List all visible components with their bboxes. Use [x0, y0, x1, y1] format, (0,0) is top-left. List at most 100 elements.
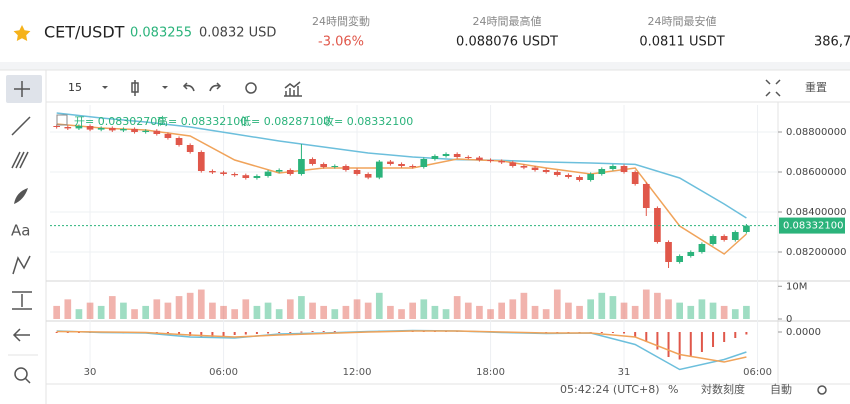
candle-body	[498, 161, 505, 163]
macd-bar	[278, 332, 281, 333]
macd-bar	[656, 332, 659, 350]
zoom-handle	[24, 377, 31, 384]
volume-bar	[553, 289, 561, 319]
legend-open: 开= 0.08302700	[74, 115, 164, 128]
zoom-tool[interactable]	[14, 367, 28, 381]
y-tick-label: 0.08600000	[786, 167, 846, 178]
candle-body	[565, 175, 572, 177]
volume-bar	[231, 309, 239, 319]
redo[interactable]	[209, 82, 222, 92]
candle-body	[275, 170, 283, 172]
candle-body	[453, 154, 461, 157]
candle-body	[209, 171, 216, 173]
macd-bar	[255, 332, 258, 334]
candle-body	[598, 169, 606, 174]
y-tick-label: 0.0000	[786, 327, 821, 338]
volume-bar	[220, 305, 227, 319]
pattern-tool[interactable]	[12, 255, 31, 275]
macd-bar	[734, 332, 737, 338]
candle-style[interactable]	[131, 80, 139, 96]
auto-toggle[interactable]: 自動	[770, 382, 792, 396]
candle-body	[743, 225, 750, 232]
volume-bar	[242, 299, 250, 319]
candle-body	[631, 172, 639, 184]
macd-line	[56, 330, 747, 363]
legend-close: 收= 0.08332100	[323, 114, 413, 128]
macd-bar	[333, 331, 336, 332]
candle-body	[97, 128, 105, 130]
candle-body	[53, 126, 61, 127]
indicators[interactable]	[284, 81, 302, 97]
y-tick-label: 0	[786, 314, 792, 325]
macd-bar	[66, 332, 69, 333]
chart-settings[interactable]	[817, 385, 827, 395]
macd-bar	[267, 332, 270, 334]
candle-body	[108, 128, 116, 131]
x-tick-label: 30	[84, 367, 97, 378]
macd-bar	[623, 332, 626, 334]
candle-body	[364, 174, 372, 178]
candle-body	[509, 162, 517, 166]
macd-bar	[222, 332, 225, 336]
volume-bar	[53, 305, 61, 319]
measure-tool[interactable]	[12, 291, 32, 310]
volume-bar	[687, 305, 695, 319]
fib-tool[interactable]	[11, 151, 29, 169]
y-tick-label: 0.08400000	[786, 207, 846, 218]
volume-bar	[565, 302, 572, 319]
interval[interactable]: 15	[68, 81, 82, 94]
volume-bar	[509, 299, 517, 319]
remove-tool[interactable]	[12, 328, 30, 342]
volume-bar	[353, 299, 361, 319]
legend-toggle[interactable]	[56, 114, 68, 126]
volume-bar	[709, 302, 717, 319]
stat-value: 386,72	[814, 35, 850, 50]
fullscreen[interactable]	[765, 79, 781, 97]
candle-body	[242, 175, 250, 178]
macd-bar	[712, 332, 715, 347]
candle-body	[153, 130, 161, 134]
stat-value: 0.0811 USDT	[639, 35, 724, 50]
x-tick-label: 06:00	[743, 367, 772, 378]
crosshair-icon	[14, 81, 30, 97]
dropdown[interactable]	[102, 86, 108, 89]
settings[interactable]	[245, 82, 257, 94]
macd-bar	[600, 332, 603, 333]
last-price-label: 0.08332100	[783, 221, 843, 232]
dropdown[interactable]	[162, 86, 168, 89]
candle-body	[531, 167, 539, 170]
price-usd: 0.0832 USD	[199, 26, 276, 41]
macd-bar	[289, 332, 292, 333]
ma-line	[56, 112, 747, 219]
volume-bar	[676, 302, 683, 319]
volume-bar	[75, 309, 83, 319]
macd-bar	[55, 332, 58, 333]
volume-bar	[86, 302, 94, 319]
favorite-star[interactable]	[13, 25, 31, 41]
volume-bar	[108, 296, 116, 319]
stat-label: 24時間最安値	[648, 14, 717, 28]
candle-body	[520, 166, 528, 168]
text-tool[interactable]: Aa	[11, 222, 30, 240]
macd-bar	[200, 332, 203, 337]
log-toggle[interactable]: 対数刻度	[701, 382, 745, 396]
line-tool[interactable]	[11, 116, 31, 136]
macd-bar	[678, 332, 681, 360]
volume-bar	[320, 305, 328, 319]
candle-body	[553, 172, 561, 175]
macd-bar	[178, 332, 181, 335]
clock: 05:42:24 (UTC+8)	[560, 383, 660, 396]
percent-toggle[interactable]: %	[668, 383, 678, 396]
volume-bar	[609, 296, 617, 319]
brush-tool[interactable]	[14, 188, 28, 204]
candle-body	[298, 159, 305, 174]
volume-bar	[131, 309, 138, 319]
volume-bar	[186, 292, 194, 319]
macd-bar	[244, 332, 247, 335]
chart-panel	[0, 70, 850, 404]
undo[interactable]	[182, 82, 195, 92]
volume-bar	[164, 302, 172, 319]
reset[interactable]: 重置	[805, 80, 827, 94]
volume-bar	[620, 302, 628, 319]
